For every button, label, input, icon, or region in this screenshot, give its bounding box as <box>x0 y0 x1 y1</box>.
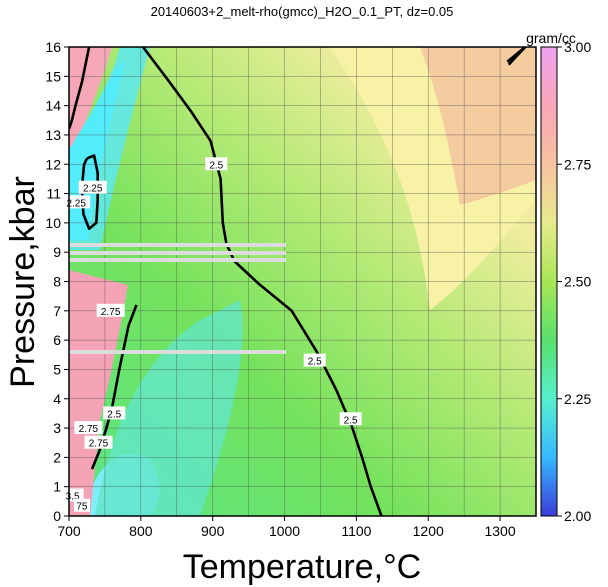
gap-band <box>69 350 286 354</box>
contour-label: 75 <box>76 502 88 513</box>
contour-label: 2.5 <box>107 409 121 420</box>
x-axis-title: Temperature,°C <box>183 548 421 586</box>
x-tick-label: 1200 <box>413 523 444 539</box>
contour-label-bg <box>303 353 326 367</box>
colorbar-ticks: 2.00 2.25 2.50 2.75 3.00 <box>557 39 591 524</box>
x-tick-label: 1100 <box>341 523 371 539</box>
contour-line-2-6 <box>506 47 527 66</box>
contour-label: 2.75 <box>101 307 121 318</box>
x-tick-label: 1000 <box>269 523 300 539</box>
y-tick-label: 0 <box>53 508 61 524</box>
colorbar-unit-label: gram/cc <box>526 30 576 46</box>
gap-bands <box>69 243 286 354</box>
gap-band <box>69 258 286 262</box>
y-tick-label: 4 <box>53 391 61 407</box>
contour-label: 2.5 <box>344 415 358 426</box>
x-tick-label: 900 <box>201 523 225 539</box>
chart-title: 20140603+2_melt-rho(gmcc)_H2O_0.1_PT, dz… <box>151 4 454 19</box>
contour-label: 2.75 <box>79 424 99 435</box>
contour-label-bg <box>103 406 126 420</box>
x-tick-label: 1300 <box>484 523 515 539</box>
contour-label: 2.5 <box>308 357 322 368</box>
contour-label-bg <box>78 180 107 194</box>
y-tick-label: 13 <box>45 127 61 143</box>
gap-band <box>69 243 286 247</box>
y-tick-label: 5 <box>53 361 61 377</box>
y-tick-label: 11 <box>46 186 61 202</box>
contour-label-bg <box>74 421 103 435</box>
y-tick-label: 6 <box>53 332 61 348</box>
x-tick-label: 800 <box>129 523 153 539</box>
region-tan-upper <box>420 47 536 205</box>
y-axis-title: Pressure,kbar <box>4 176 42 388</box>
contour-label: 2.75 <box>89 439 109 450</box>
contour-line-2-5 <box>141 47 383 516</box>
contour-line-2-5 <box>69 47 91 130</box>
contour-line-2-25 <box>80 154 99 230</box>
colorbar-tick-label: 2.50 <box>564 274 591 290</box>
x-axis: 700 800 900 1000 1100 1200 1300 <box>57 516 516 539</box>
colorbar: gram/cc 2.00 2.25 2.50 2.75 3.00 <box>526 30 591 524</box>
y-tick-label: 1 <box>53 479 61 495</box>
contour-label-bg <box>339 412 362 426</box>
colorbar-strip <box>540 46 558 517</box>
contour-label-bg <box>205 157 228 171</box>
y-tick-label: 14 <box>45 98 61 114</box>
contour-label: 2.5 <box>209 160 223 171</box>
y-tick-label: 10 <box>45 215 61 231</box>
x-tick-label: 700 <box>57 523 81 539</box>
contour-labels: 2.5 2.5 2.5 2.5 2.25 2.25 2.75 2.75 2.75 3.575 <box>61 157 362 513</box>
y-tick-label: 2 <box>53 449 61 465</box>
y-tick-label: 7 <box>53 303 61 319</box>
contour-label: 2.25 <box>83 184 103 195</box>
y-tick-label: 12 <box>45 156 61 172</box>
contour-label: 2.25 <box>66 198 86 209</box>
y-tick-label: 8 <box>53 274 61 290</box>
y-tick-label: 9 <box>53 244 61 260</box>
y-tick-label: 15 <box>45 68 61 84</box>
y-tick-label: 3 <box>53 420 61 436</box>
region-pink-lower <box>69 270 128 516</box>
colorbar-tick-label: 2.25 <box>564 391 591 407</box>
contour-label-bg <box>84 435 113 449</box>
contour-label-bg <box>61 488 84 502</box>
colorbar-tick-label: 2.00 <box>564 508 591 524</box>
y-tick-label: 16 <box>45 39 61 55</box>
contour-label-bg <box>73 498 90 512</box>
colorbar-tick-label: 2.75 <box>564 156 591 172</box>
colorbar-tick-label: 3.00 <box>564 39 591 55</box>
gap-band <box>69 251 286 255</box>
contour-label: 3.5 <box>66 491 80 502</box>
contour-label-bg <box>96 303 125 317</box>
